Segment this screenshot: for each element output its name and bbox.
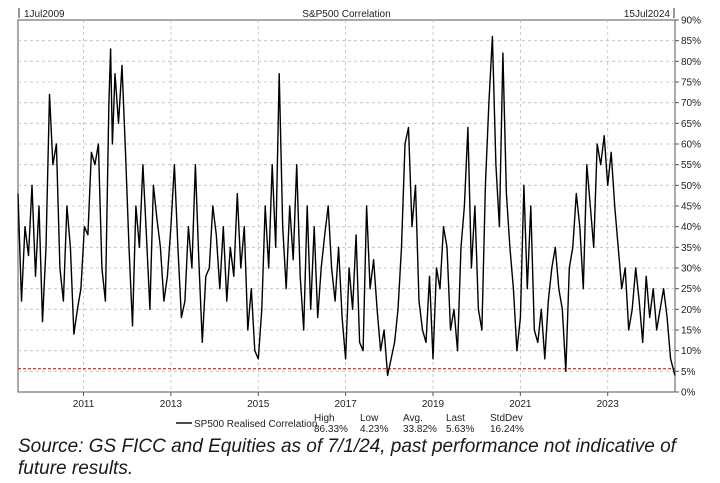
date-start-label: 1Jul2009 xyxy=(24,9,65,20)
y-tick-label: 50% xyxy=(681,181,701,192)
stat-header-avg: Avg. xyxy=(403,413,423,424)
y-tick-label: 70% xyxy=(681,98,701,109)
x-tick-label: 2017 xyxy=(335,399,358,410)
y-tick-label: 85% xyxy=(681,36,701,47)
y-tick-label: 0% xyxy=(681,388,696,399)
stat-value-stddev: 16.24% xyxy=(490,424,524,435)
y-tick-label: 65% xyxy=(681,119,701,130)
y-tick-label: 10% xyxy=(681,346,701,357)
x-tick-label: 2011 xyxy=(73,399,95,410)
y-tick-label: 5% xyxy=(681,367,696,378)
chart-title: S&P500 Correlation xyxy=(302,9,390,20)
date-end-label: 15Jul2024 xyxy=(624,9,671,20)
stat-value-high: 86.33% xyxy=(314,424,348,435)
source-note: Source: GS FICC and Equities as of 7/1/2… xyxy=(18,436,676,479)
legend: SP500 Realised Correlation xyxy=(176,419,317,430)
stat-header-stddev: StdDev xyxy=(490,413,523,424)
series-line-sp500-realised-correlation xyxy=(17,35,676,377)
x-tick-label: 2015 xyxy=(247,399,270,410)
y-tick-label: 25% xyxy=(681,284,701,295)
y-tick-label: 80% xyxy=(681,57,701,68)
stat-value-last: 5.63% xyxy=(446,424,474,435)
y-axis: 0% 5% 10% 15% 20% 25% 30% 35% 40% 45% 50% 55% 60% 65%… xyxy=(675,16,701,399)
y-tick-label: 55% xyxy=(681,160,701,171)
y-tick-label: 20% xyxy=(681,305,701,316)
stats-table: High Low Avg. Last StdDev 86.33% 4.23% 33.82% 5.… xyxy=(314,413,524,435)
legend-series-name: SP500 Realised Correlation xyxy=(194,419,317,430)
x-tick-label: 2013 xyxy=(160,399,183,410)
stat-value-avg: 33.82% xyxy=(403,424,437,435)
y-tick-label: 30% xyxy=(681,264,701,275)
y-tick-label: 90% xyxy=(681,16,701,27)
x-axis: 2011 2013 2015 2017 2019 2021 2023 xyxy=(73,392,620,410)
y-tick-label: 35% xyxy=(681,243,701,254)
y-tick-label: 40% xyxy=(681,222,701,233)
y-tick-label: 60% xyxy=(681,140,701,151)
stat-header-low: Low xyxy=(360,413,379,424)
x-tick-label: 2019 xyxy=(422,399,445,410)
y-tick-label: 15% xyxy=(681,326,701,337)
stat-header-last: Last xyxy=(446,413,465,424)
y-tick-label: 75% xyxy=(681,78,701,89)
x-tick-label: 2023 xyxy=(597,399,620,410)
header-layer: S&P500 Correlation 1Jul2009 15Jul2024 xyxy=(18,8,675,20)
grid-layer xyxy=(18,20,675,392)
x-tick-label: 2021 xyxy=(509,399,532,410)
stat-value-low: 4.23% xyxy=(360,424,388,435)
y-tick-label: 45% xyxy=(681,202,701,213)
stat-header-high: High xyxy=(314,413,335,424)
